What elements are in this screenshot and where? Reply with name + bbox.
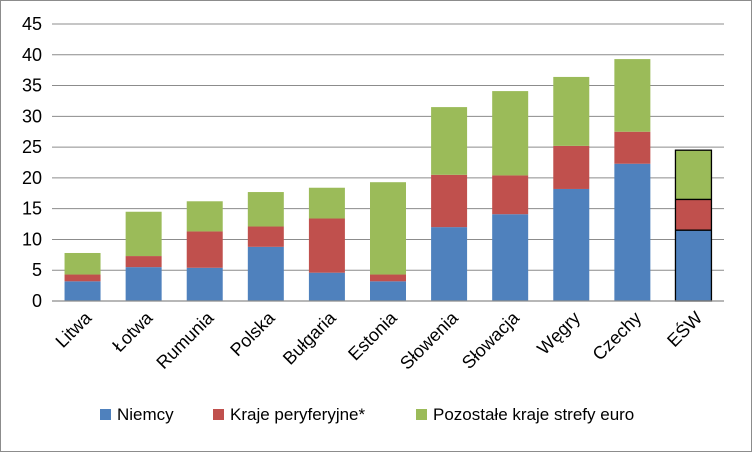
bar-segment	[492, 91, 529, 176]
x-category-label: Rumunia	[152, 307, 218, 373]
legend-label: Kraje peryferyjne*	[230, 405, 366, 424]
x-category-label: Słowenia	[396, 307, 462, 373]
x-category-label: Węgry	[533, 308, 584, 359]
y-tick-label: 10	[22, 229, 42, 249]
legend: Niemcy Kraje peryferyjne* Pozostałe kraje …	[100, 405, 634, 424]
bar-segment	[64, 252, 101, 275]
gridlines	[52, 23, 724, 271]
bar-segment	[431, 107, 468, 175]
bar-segment	[308, 187, 345, 219]
bar-segment	[308, 218, 345, 273]
bar-segment	[64, 281, 101, 301]
bars	[64, 59, 713, 302]
bar-segment	[186, 231, 223, 268]
x-category-label: Estonia	[344, 307, 401, 364]
y-axis-ticks: 0 5 10 15 20 25 30 35 40 45	[22, 14, 42, 311]
bar-segment	[370, 281, 406, 301]
bar-segment	[370, 274, 406, 282]
y-tick-label: 15	[22, 199, 42, 219]
bar-segment	[553, 145, 590, 189]
x-category-label: Litwa	[52, 307, 97, 352]
bar-segment	[675, 150, 712, 200]
bar-segment	[553, 76, 590, 146]
bar-segment	[125, 256, 162, 268]
bar-segment	[553, 188, 590, 301]
legend-label: Pozostałe kraje strefy euro	[433, 405, 634, 424]
y-tick-label: 20	[22, 168, 42, 188]
bar-segment	[125, 267, 162, 301]
y-tick-label: 35	[22, 76, 42, 96]
bar-segment	[64, 274, 101, 282]
x-category-label: Polska	[226, 307, 279, 360]
bar-segment	[492, 214, 529, 301]
y-tick-label: 30	[22, 106, 42, 126]
y-tick-label: 45	[22, 14, 42, 34]
y-tick-label: 5	[32, 260, 42, 280]
bar-segment	[247, 226, 284, 247]
legend-label: Niemcy	[117, 405, 174, 424]
bar-segment	[675, 230, 712, 301]
legend-swatch	[416, 409, 427, 420]
bar-segment	[186, 201, 223, 232]
bar-segment	[431, 174, 468, 228]
x-category-label: Czechy	[589, 308, 646, 365]
bar-segment	[614, 59, 651, 132]
bar-segment	[492, 175, 529, 215]
x-category-label: Bułgaria	[279, 307, 341, 369]
bar-segment	[370, 182, 406, 275]
x-category-label: EŚW	[662, 307, 706, 351]
legend-swatch	[213, 409, 224, 420]
legend-swatch	[100, 409, 111, 420]
y-tick-label: 0	[32, 291, 42, 311]
bar-segment	[247, 246, 284, 301]
x-category-label: Słowacja	[458, 307, 524, 373]
y-tick-label: 25	[22, 137, 42, 157]
y-tick-label: 40	[22, 45, 42, 65]
bar-segment	[614, 163, 651, 301]
bar-segment	[614, 131, 651, 164]
bar-segment	[247, 192, 284, 227]
bar-segment	[308, 272, 345, 301]
bar-segment	[431, 227, 468, 301]
x-category-label: Łotwa	[108, 307, 157, 356]
bar-segment	[125, 211, 162, 257]
bar-segment	[675, 199, 712, 231]
bar-segment	[186, 267, 223, 301]
